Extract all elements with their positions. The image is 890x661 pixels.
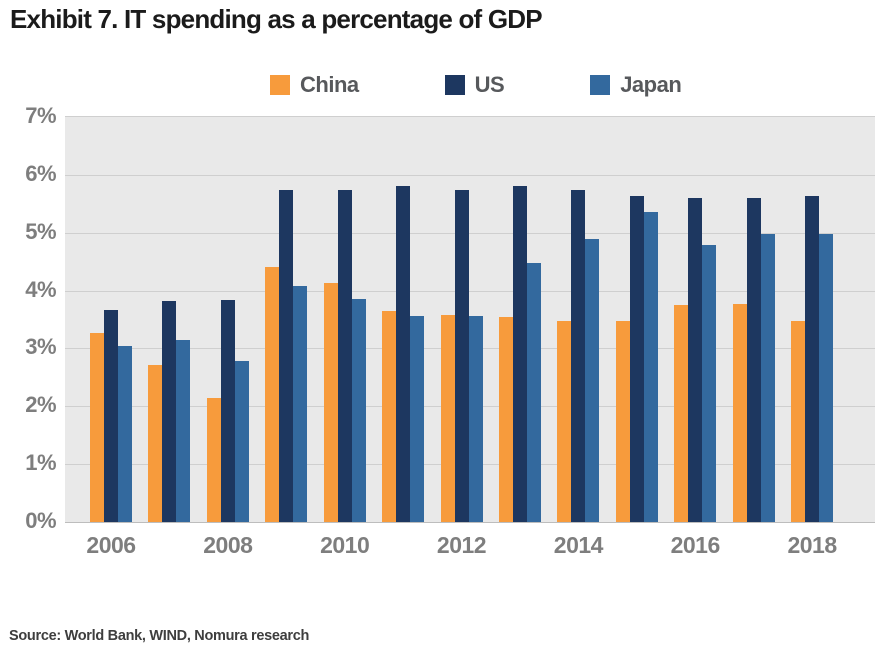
bar-us-2017 xyxy=(746,198,761,522)
gridline-5pct xyxy=(65,232,875,234)
x-tick-2012: 2012 xyxy=(436,532,487,558)
bar-japan-2010 xyxy=(351,299,366,522)
source-note: Source: World Bank, WIND, Nomura researc… xyxy=(9,628,310,644)
bar-japan-2006 xyxy=(118,345,132,522)
bar-china-2017 xyxy=(732,304,747,522)
legend: China US Japan xyxy=(270,72,682,98)
bar-china-2011 xyxy=(382,310,397,522)
bar-japan-2014 xyxy=(585,238,600,522)
bar-japan-2013 xyxy=(526,263,541,522)
x-tick-2018: 2018 xyxy=(787,532,837,558)
bar-japan-2015 xyxy=(643,212,658,522)
bar-japan-2011 xyxy=(410,316,425,522)
bar-china-2008 xyxy=(206,397,221,522)
bar-japan-2018 xyxy=(819,234,834,522)
y-tick-3pct: 3% xyxy=(25,334,56,360)
x-tick-2016: 2016 xyxy=(670,532,721,558)
legend-swatch-china xyxy=(270,75,290,95)
bar-us-2018 xyxy=(805,195,820,522)
y-tick-2pct: 2% xyxy=(25,392,56,418)
bar-japan-2017 xyxy=(760,233,775,522)
bar-us-2011 xyxy=(396,185,411,522)
bar-us-2014 xyxy=(571,189,586,522)
gridline-4pct xyxy=(65,290,875,292)
y-tick-5pct: 5% xyxy=(25,218,56,244)
bar-china-2009 xyxy=(265,267,280,522)
chart-title: Exhibit 7. IT spending as a percentage o… xyxy=(10,4,543,34)
bar-china-2018 xyxy=(791,320,806,522)
bar-us-2015 xyxy=(629,195,644,522)
bar-china-2012 xyxy=(440,314,455,522)
legend-label-us: US xyxy=(474,72,505,97)
bar-us-2013 xyxy=(512,186,527,522)
x-tick-2010: 2010 xyxy=(320,532,370,558)
bar-us-2016 xyxy=(688,198,703,522)
bar-us-2008 xyxy=(220,299,235,522)
gridline-6pct xyxy=(65,174,875,176)
bar-china-2010 xyxy=(323,283,338,522)
x-tick-2014: 2014 xyxy=(553,532,604,558)
bar-us-2006 xyxy=(104,309,118,522)
x-tick-2008: 2008 xyxy=(203,532,253,558)
bar-japan-2009 xyxy=(293,285,308,522)
legend-item-japan: Japan xyxy=(590,72,682,98)
bar-china-2015 xyxy=(615,320,630,522)
bar-us-2012 xyxy=(454,189,469,522)
plot-area xyxy=(65,116,875,523)
bar-japan-2012 xyxy=(468,316,483,522)
y-tick-0pct: 0% xyxy=(25,508,56,533)
bar-china-2013 xyxy=(498,316,513,522)
bar-us-2010 xyxy=(337,189,352,522)
legend-item-china: China xyxy=(270,72,359,98)
y-tick-7pct: 7% xyxy=(25,103,56,128)
bar-japan-2008 xyxy=(234,360,249,522)
bar-japan-2016 xyxy=(702,244,717,522)
y-tick-6pct: 6% xyxy=(25,160,56,186)
legend-label-japan: Japan xyxy=(620,72,682,97)
legend-swatch-us xyxy=(444,75,465,95)
bar-china-2007 xyxy=(148,365,163,522)
x-tick-2006: 2006 xyxy=(86,532,136,558)
bar-china-2014 xyxy=(557,320,572,522)
legend-item-us: US xyxy=(444,72,505,98)
bar-japan-2007 xyxy=(176,339,191,522)
bar-china-2016 xyxy=(674,305,689,522)
legend-label-china: China xyxy=(300,72,359,97)
bar-china-2006 xyxy=(90,332,104,522)
bar-us-2007 xyxy=(162,301,177,522)
y-tick-4pct: 4% xyxy=(25,276,56,302)
legend-swatch-japan xyxy=(590,75,611,95)
bar-us-2009 xyxy=(279,189,294,522)
y-tick-1pct: 1% xyxy=(25,450,56,476)
